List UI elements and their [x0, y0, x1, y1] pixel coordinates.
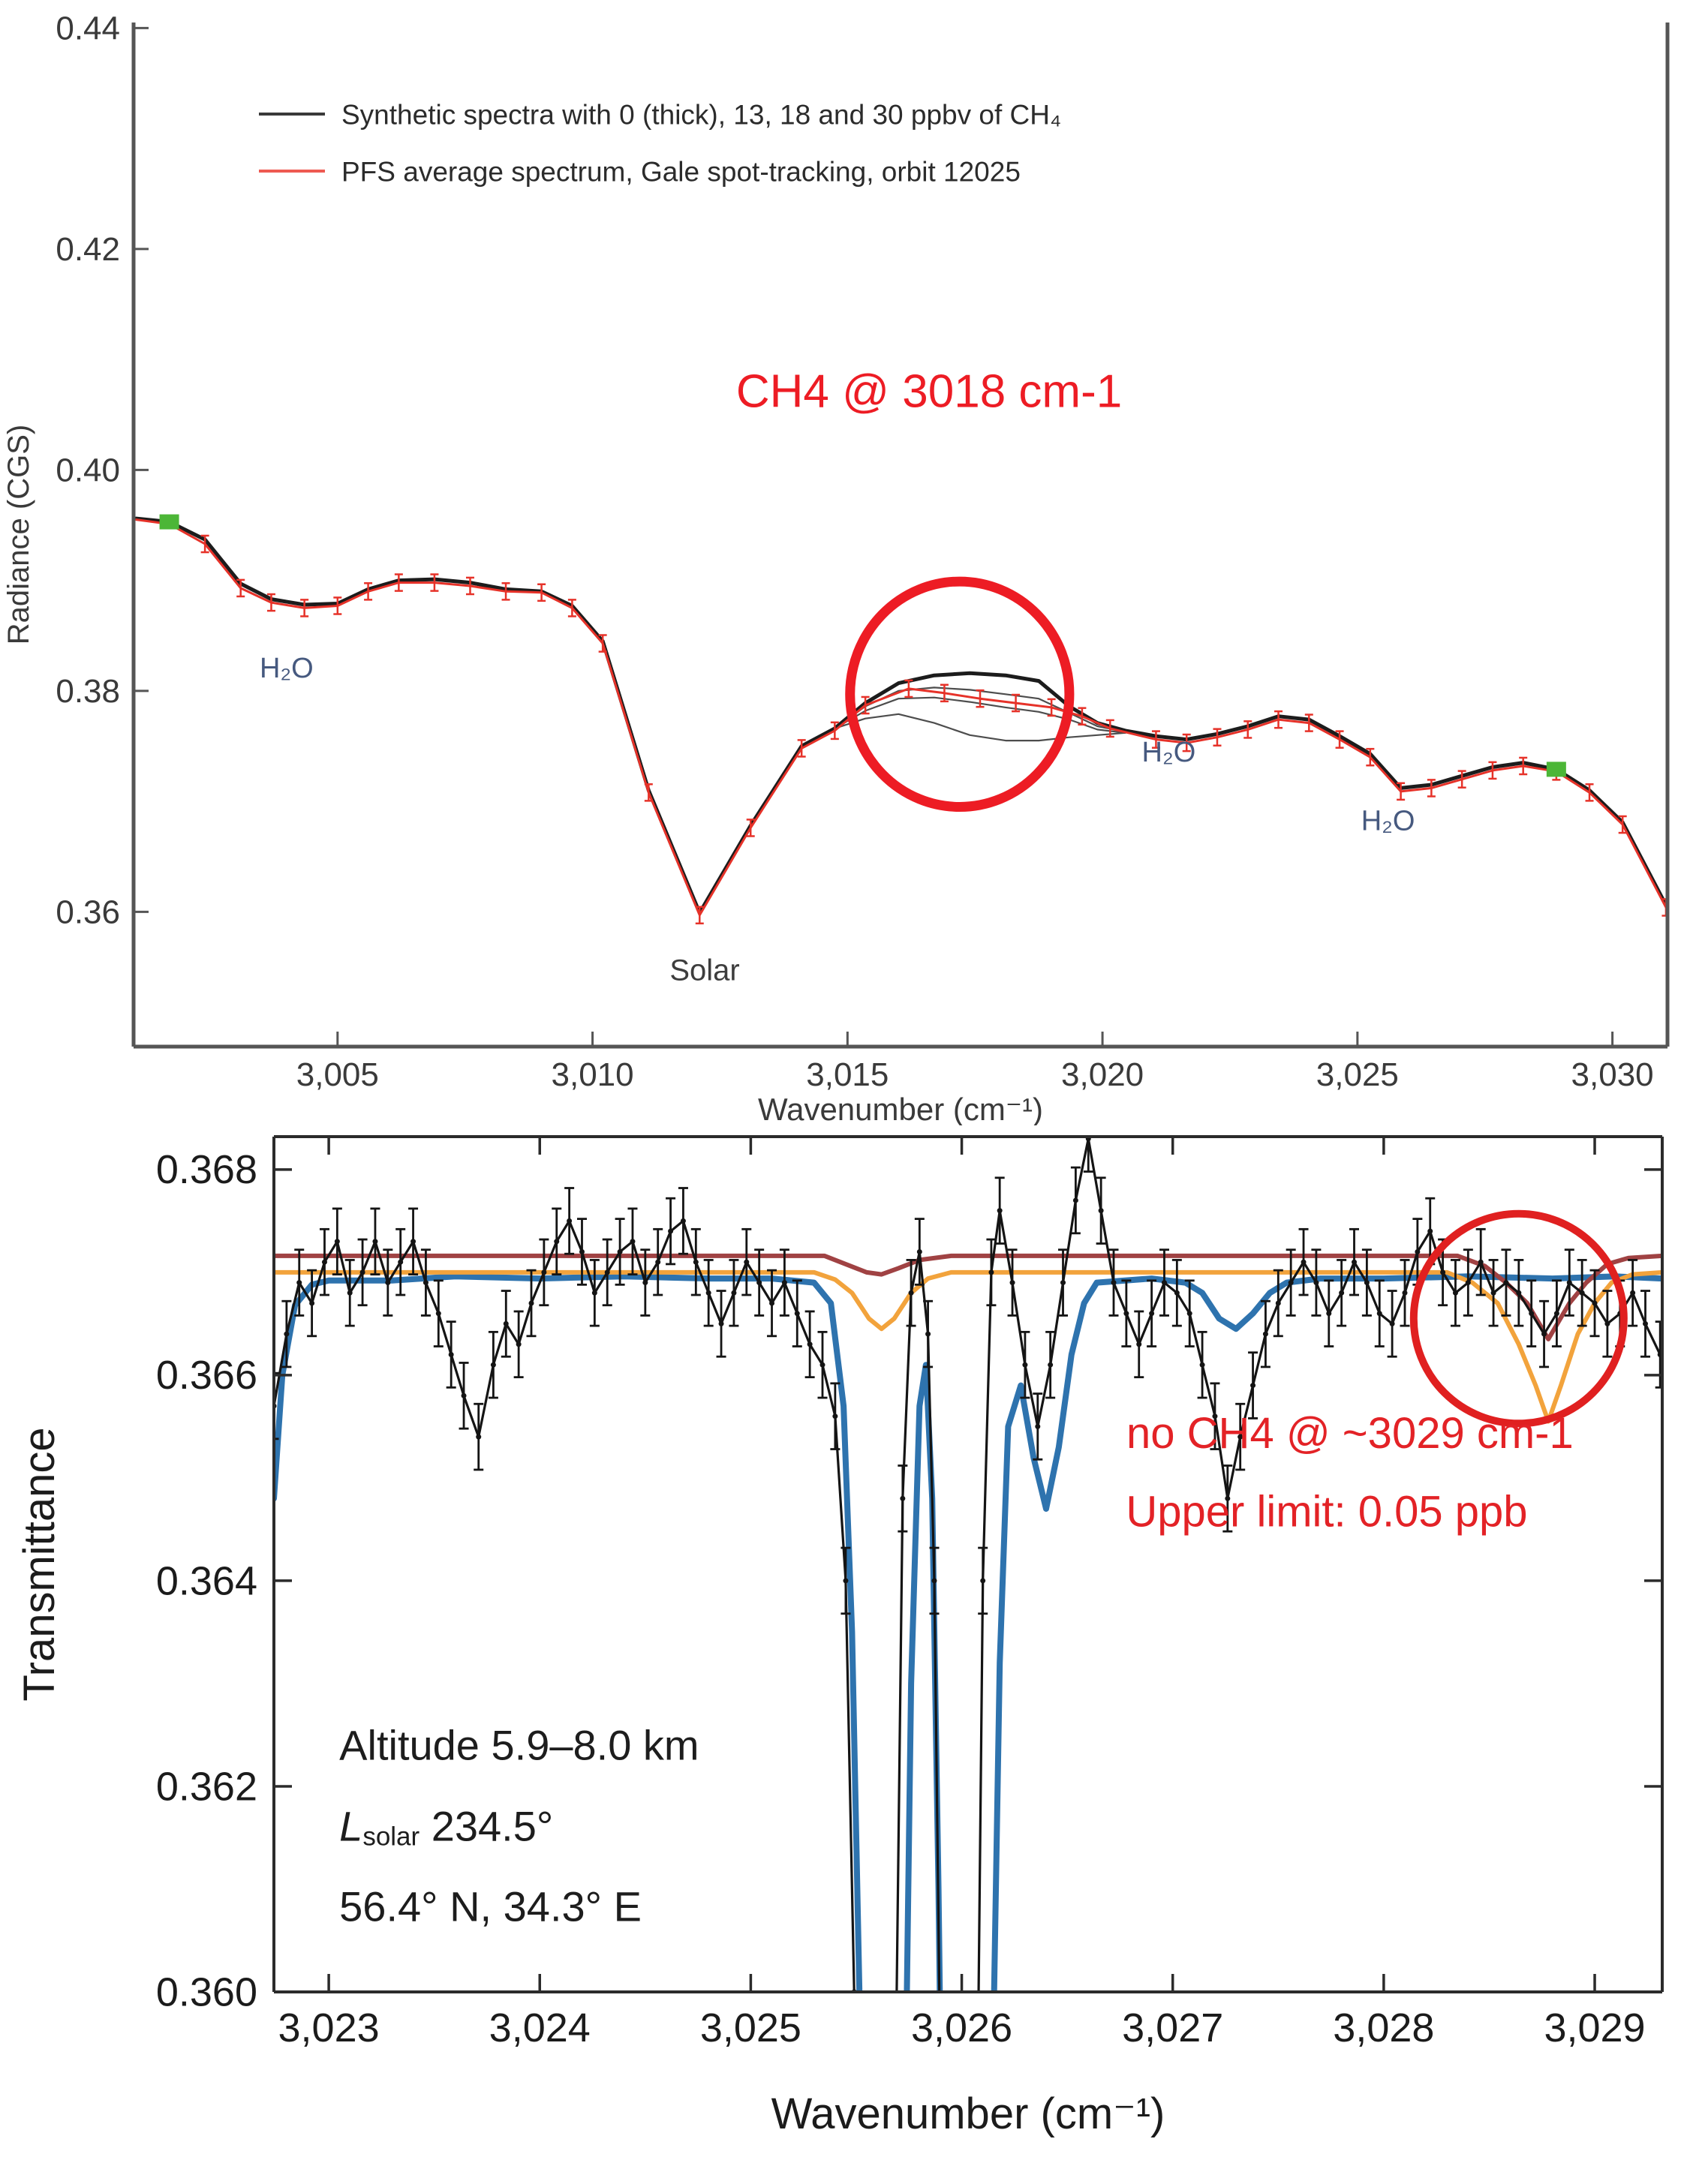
green-marker-right: [1546, 762, 1566, 777]
legend-entry-label: PFS average spectrum, Gale spot-tracking…: [341, 156, 1021, 187]
series-model-h2o-blue: [272, 1273, 1664, 1993]
series-synthetic-30ppbv: [834, 713, 1126, 742]
x-tick-label: 3,025: [1316, 1056, 1399, 1093]
h2o-label-3: H₂O: [1361, 805, 1415, 837]
h2o-label-2: H₂O: [1142, 737, 1196, 768]
error-bars-pfs-measured-black: [272, 1135, 1664, 1615]
axis-ticks: [274, 1137, 1662, 1993]
axis-ticks: [134, 26, 1614, 1047]
y-tick-label: 0.362: [156, 1764, 257, 1809]
x-tick-label: 3,010: [552, 1056, 634, 1093]
no-ch4-text-line2: Upper limit: 0.05 ppb: [1126, 1487, 1527, 1536]
series-model-ch4-orange: [272, 1269, 1664, 1424]
y-tick-label: 0.36: [56, 894, 120, 930]
x-tick-label: 3,024: [489, 2005, 591, 2050]
x-tick-label: 3,020: [1061, 1056, 1144, 1093]
lsolar-label: Lsolar 234.5°: [339, 1803, 553, 1852]
y-axis-label: Transmittance: [15, 1427, 64, 1701]
x-tick-label: 3,015: [806, 1056, 889, 1093]
solar-label: Solar: [669, 954, 739, 987]
no-ch4-circle: [1409, 1209, 1628, 1428]
transmittance-chart-plot-area: [272, 1135, 1664, 1993]
x-tick-label: 3,025: [700, 2005, 801, 2050]
data-points-pfs-measured-black: [272, 1136, 1663, 1993]
axes-spines: [131, 23, 1670, 1049]
coordinates-label: 56.4° N, 34.3° E: [339, 1882, 642, 1930]
h2o-label-1: H₂O: [260, 653, 314, 684]
series-pfs-average-spectrum: [134, 518, 1667, 917]
x-tick-label: 3,027: [1122, 2005, 1223, 2050]
x-axis-label: Wavenumber (cm⁻¹): [758, 1092, 1043, 1125]
y-tick-label: 0.42: [56, 231, 120, 268]
tick-labels: 3,005 3,010 3,015 3,020 3,025 3,030 0.36 0.38 0.…: [56, 10, 1653, 1093]
x-axis-label: Wavenumber (cm⁻¹): [771, 2089, 1165, 2138]
ch4-annotation: CH4 @ 3018 cm-1: [736, 365, 1122, 417]
transmittance-chart-svg: 3,023 3,024 3,025 3,026 3,027 3,028 3,029 0.360…: [15, 1135, 1664, 2138]
tick-labels: 3,023 3,024 3,025 3,026 3,027 3,028 3,029 0.360…: [156, 1147, 1646, 2050]
y-tick-label: 0.360: [156, 1969, 257, 2014]
radiance-chart: 3,005 3,010 3,015 3,020 3,025 3,030 0.36 0.38 0.…: [2, 10, 1670, 1125]
x-tick-label: 3,005: [296, 1056, 379, 1093]
x-tick-label: 3,026: [911, 2005, 1012, 2050]
altitude-label: Altitude 5.9–8.0 km: [339, 1721, 699, 1768]
y-tick-label: 0.38: [56, 673, 120, 710]
no-ch4-text-line1: no CH4 @ ~3029 cm-1: [1126, 1409, 1574, 1458]
x-tick-label: 3,028: [1333, 2005, 1434, 2050]
transmittance-chart: 3,023 3,024 3,025 3,026 3,027 3,028 3,029 0.360…: [0, 1125, 1690, 2184]
y-tick-label: 0.368: [156, 1147, 257, 1192]
legend: Synthetic spectra with 0 (thick), 13, 18…: [259, 99, 1061, 187]
x-tick-label: 3,023: [278, 2005, 380, 2050]
y-tick-label: 0.366: [156, 1353, 257, 1398]
series-synthetic-0ppbv-thick: [134, 516, 1668, 915]
y-tick-label: 0.44: [56, 10, 120, 47]
ch4-circle: [845, 576, 1075, 812]
axes-spines: [272, 1135, 1664, 1993]
y-axis-label: Radiance (CGS): [2, 425, 35, 644]
y-tick-label: 0.364: [156, 1558, 257, 1603]
x-tick-label: 3,030: [1571, 1056, 1654, 1093]
series-model-upper-limit-maroon: [272, 1253, 1664, 1341]
error-bars-pfs-average-spectrum: [200, 534, 1669, 925]
y-tick-label: 0.40: [56, 452, 120, 488]
legend-entry-label: Synthetic spectra with 0 (thick), 13, 18…: [341, 99, 1061, 130]
radiance-chart-plot-area: [134, 516, 1669, 925]
green-marker-left: [159, 514, 179, 530]
radiance-chart-svg: 3,005 3,010 3,015 3,020 3,025 3,030 0.36 0.38 0.…: [2, 10, 1670, 1125]
x-tick-label: 3,029: [1544, 2005, 1645, 2050]
series-pfs-measured-black: [272, 1137, 1661, 1993]
